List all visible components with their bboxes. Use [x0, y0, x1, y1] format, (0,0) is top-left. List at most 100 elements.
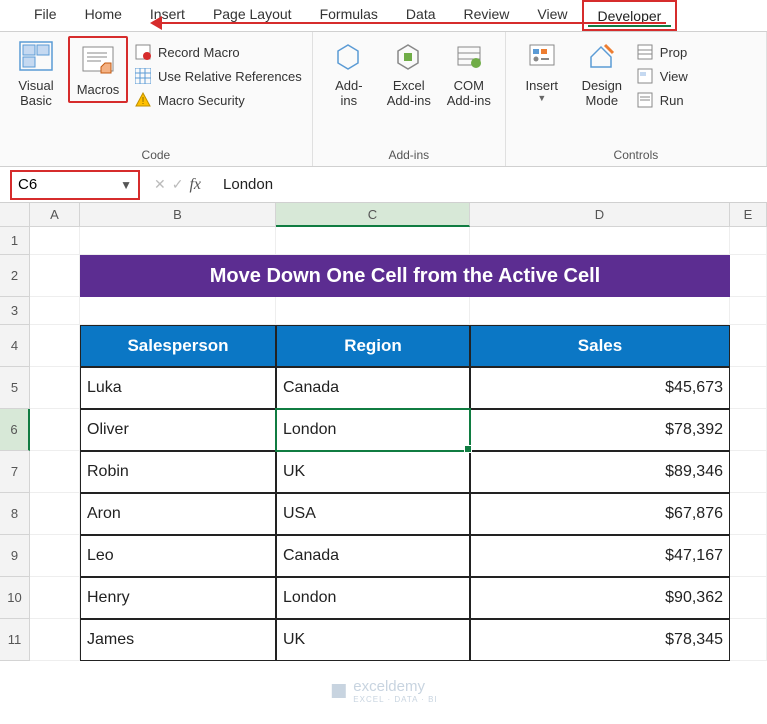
- table-row[interactable]: Canada: [276, 535, 470, 577]
- row-head-11[interactable]: 11: [0, 619, 30, 661]
- fx-icon[interactable]: fx: [189, 176, 201, 194]
- cell-d1[interactable]: [470, 227, 730, 255]
- table-row[interactable]: $89,346: [470, 451, 730, 493]
- row-head-7[interactable]: 7: [0, 451, 30, 493]
- cell-e2[interactable]: [730, 255, 767, 297]
- cell-a9[interactable]: [30, 535, 80, 577]
- tab-insert[interactable]: Insert: [136, 0, 199, 31]
- table-row[interactable]: UK: [276, 451, 470, 493]
- cell-b3[interactable]: [80, 297, 276, 325]
- tab-developer[interactable]: Developer: [582, 0, 678, 31]
- col-head-a[interactable]: A: [30, 203, 80, 227]
- cell-a6[interactable]: [30, 409, 80, 451]
- col-head-b[interactable]: B: [80, 203, 276, 227]
- insert-control-icon: [524, 38, 560, 74]
- table-row[interactable]: $78,392: [470, 409, 730, 451]
- table-row[interactable]: UK: [276, 619, 470, 661]
- cell-a2[interactable]: [30, 255, 80, 297]
- design-mode-button[interactable]: Design Mode: [572, 34, 632, 112]
- cell-a11[interactable]: [30, 619, 80, 661]
- table-row[interactable]: $47,167: [470, 535, 730, 577]
- annotation-arrow-head: [150, 16, 162, 30]
- table-header-region[interactable]: Region: [276, 325, 470, 367]
- table-row[interactable]: Oliver: [80, 409, 276, 451]
- cell-a3[interactable]: [30, 297, 80, 325]
- row-head-9[interactable]: 9: [0, 535, 30, 577]
- tab-page-layout[interactable]: Page Layout: [199, 0, 306, 31]
- table-row[interactable]: Aron: [80, 493, 276, 535]
- tab-home[interactable]: Home: [71, 0, 136, 31]
- row-head-3[interactable]: 3: [0, 297, 30, 325]
- col-head-e[interactable]: E: [730, 203, 767, 227]
- cell-a5[interactable]: [30, 367, 80, 409]
- tab-view[interactable]: View: [523, 0, 581, 31]
- use-relative-button[interactable]: Use Relative References: [130, 64, 306, 88]
- table-row[interactable]: James: [80, 619, 276, 661]
- tab-data[interactable]: Data: [392, 0, 450, 31]
- row-head-4[interactable]: 4: [0, 325, 30, 367]
- tab-formulas[interactable]: Formulas: [306, 0, 392, 31]
- cell-e3[interactable]: [730, 297, 767, 325]
- cell-a7[interactable]: [30, 451, 80, 493]
- table-row[interactable]: Luka: [80, 367, 276, 409]
- cell-e8[interactable]: [730, 493, 767, 535]
- table-row[interactable]: $90,362: [470, 577, 730, 619]
- cell-a8[interactable]: [30, 493, 80, 535]
- cell-e4[interactable]: [730, 325, 767, 367]
- table-row[interactable]: $45,673: [470, 367, 730, 409]
- row-head-8[interactable]: 8: [0, 493, 30, 535]
- select-all-corner[interactable]: [0, 203, 30, 227]
- cell-e10[interactable]: [730, 577, 767, 619]
- cell-a4[interactable]: [30, 325, 80, 367]
- properties-icon: [636, 43, 654, 61]
- properties-button[interactable]: Prop: [632, 40, 692, 64]
- view-code-button[interactable]: View: [632, 64, 692, 88]
- table-row[interactable]: London: [276, 577, 470, 619]
- formula-input[interactable]: London: [215, 176, 757, 193]
- name-box[interactable]: C6 ▼: [10, 170, 140, 200]
- cell-a10[interactable]: [30, 577, 80, 619]
- table-row[interactable]: Robin: [80, 451, 276, 493]
- cell-e5[interactable]: [730, 367, 767, 409]
- cell-c3[interactable]: [276, 297, 470, 325]
- cancel-icon[interactable]: ✕: [154, 176, 166, 193]
- active-cell[interactable]: London: [276, 409, 470, 451]
- table-row[interactable]: $78,345: [470, 619, 730, 661]
- insert-control-button[interactable]: Insert ▼: [512, 34, 572, 107]
- record-macro-button[interactable]: Record Macro: [130, 40, 306, 64]
- cell-d3[interactable]: [470, 297, 730, 325]
- table-row[interactable]: Henry: [80, 577, 276, 619]
- title-banner[interactable]: Move Down One Cell from the Active Cell: [80, 255, 730, 297]
- cell-e11[interactable]: [730, 619, 767, 661]
- cell-e7[interactable]: [730, 451, 767, 493]
- table-row[interactable]: Canada: [276, 367, 470, 409]
- run-dialog-button[interactable]: Run: [632, 88, 692, 112]
- tab-review[interactable]: Review: [450, 0, 524, 31]
- cell-a1[interactable]: [30, 227, 80, 255]
- table-header-salesperson[interactable]: Salesperson: [80, 325, 276, 367]
- col-head-c[interactable]: C: [276, 203, 470, 227]
- row-head-10[interactable]: 10: [0, 577, 30, 619]
- cell-e6[interactable]: [730, 409, 767, 451]
- row-head-6[interactable]: 6: [0, 409, 30, 451]
- macro-security-button[interactable]: ! Macro Security: [130, 88, 306, 112]
- enter-icon[interactable]: ✓: [172, 176, 184, 193]
- table-header-sales[interactable]: Sales: [470, 325, 730, 367]
- cell-e9[interactable]: [730, 535, 767, 577]
- cell-b1[interactable]: [80, 227, 276, 255]
- table-row[interactable]: USA: [276, 493, 470, 535]
- row-head-1[interactable]: 1: [0, 227, 30, 255]
- cell-c1[interactable]: [276, 227, 470, 255]
- col-head-d[interactable]: D: [470, 203, 730, 227]
- cell-e1[interactable]: [730, 227, 767, 255]
- row-head-5[interactable]: 5: [0, 367, 30, 409]
- excel-addins-button[interactable]: Excel Add-ins: [379, 34, 439, 112]
- macros-button[interactable]: Macros: [68, 36, 128, 103]
- table-row[interactable]: $67,876: [470, 493, 730, 535]
- addins-button[interactable]: Add- ins: [319, 34, 379, 112]
- visual-basic-button[interactable]: Visual Basic: [6, 34, 66, 112]
- tab-file[interactable]: File: [20, 0, 71, 31]
- com-addins-button[interactable]: COM Add-ins: [439, 34, 499, 112]
- row-head-2[interactable]: 2: [0, 255, 30, 297]
- table-row[interactable]: Leo: [80, 535, 276, 577]
